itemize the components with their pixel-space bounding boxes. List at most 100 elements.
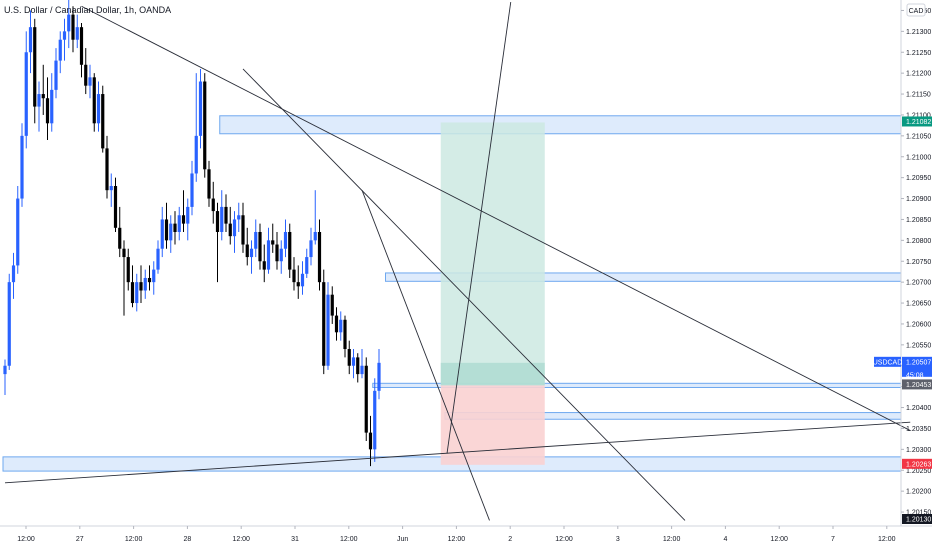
- price-tick-label: 1.20850: [906, 217, 931, 224]
- trendline-long-down[interactable]: [81, 5, 911, 431]
- candle-body: [79, 27, 84, 65]
- candle-body: [20, 135, 24, 199]
- candle-body: [343, 319, 347, 350]
- candle: [181, 190, 186, 232]
- candle: [54, 48, 58, 99]
- position-layer: [440, 122, 545, 465]
- price-axis[interactable]: 1.213501.213001.212501.212001.211501.211…: [901, 8, 931, 517]
- candle: [3, 359, 7, 396]
- candle-body: [118, 227, 122, 249]
- price-tick-label: 1.20250: [906, 468, 931, 475]
- candle-body: [309, 240, 313, 258]
- candle: [7, 273, 11, 370]
- candle: [109, 173, 113, 207]
- candle: [266, 227, 271, 274]
- price-tick-label: 1.21250: [906, 50, 931, 57]
- candle-body: [241, 215, 245, 245]
- candle-body: [266, 240, 271, 270]
- candle: [160, 206, 164, 258]
- candle: [296, 265, 300, 299]
- candle: [20, 123, 24, 207]
- target-zone[interactable]: [440, 122, 545, 386]
- resistance-zone-top[interactable]: [219, 115, 902, 135]
- candle-body: [113, 186, 118, 228]
- candle: [334, 307, 339, 341]
- candle-body: [130, 282, 135, 304]
- price-tick-label: 1.21000: [906, 154, 931, 161]
- price-tick-label: 1.20700: [906, 280, 931, 287]
- price-tick-label: 1.20350: [906, 426, 931, 433]
- time-tick-label: 12:00: [770, 536, 788, 543]
- candles-layer: [3, 0, 381, 467]
- candle: [24, 31, 28, 149]
- candle: [283, 219, 288, 258]
- price-tick-label: 1.20600: [906, 321, 931, 328]
- time-tick-label: 12:00: [555, 536, 573, 543]
- candle: [377, 349, 381, 400]
- candle-body: [143, 277, 147, 291]
- candle-body: [45, 98, 50, 124]
- candle-body: [156, 248, 160, 270]
- candle-body: [7, 282, 11, 366]
- candle: [211, 181, 215, 224]
- candle-body: [169, 223, 173, 241]
- candle-body: [54, 60, 58, 90]
- price-tick-label: 1.20300: [906, 447, 931, 454]
- candle: [96, 81, 101, 132]
- trendline-steep-up[interactable]: [446, 2, 512, 454]
- candle-body: [33, 27, 37, 107]
- candle: [135, 273, 139, 312]
- candle: [75, 14, 79, 49]
- time-axis[interactable]: 12:00 27 12:00 28 12:00 31 12:00 Jun 12:00 2 12:00…: [17, 526, 896, 543]
- candle: [330, 286, 334, 324]
- candle-body: [292, 269, 296, 283]
- candle: [228, 206, 232, 245]
- trendlines-layer: [4, 2, 911, 521]
- candle: [254, 219, 258, 258]
- candle: [313, 190, 317, 245]
- candle-body: [24, 52, 28, 136]
- trendline-mid-down[interactable]: [242, 68, 686, 521]
- candle-body: [211, 198, 215, 212]
- candle-body: [194, 135, 198, 174]
- candle: [147, 265, 152, 291]
- candle: [237, 202, 241, 232]
- candle-body: [50, 89, 54, 124]
- candle-body: [11, 265, 16, 283]
- price-tick-label: 1.20750: [906, 259, 931, 266]
- candle: [275, 231, 279, 270]
- candle-body: [373, 390, 377, 450]
- candle: [279, 240, 283, 274]
- candle-body: [109, 186, 113, 191]
- candle: [360, 349, 364, 379]
- candle: [118, 206, 122, 258]
- trendline-up-support[interactable]: [4, 421, 911, 484]
- candle-body: [271, 240, 275, 245]
- candle-body: [126, 257, 130, 283]
- candle: [326, 282, 330, 370]
- price-tick-label: 1.20200: [906, 489, 931, 496]
- candle-body: [139, 282, 143, 291]
- candle-body: [275, 244, 279, 262]
- price-badge-label: 1.20453: [906, 382, 931, 389]
- candle: [156, 240, 160, 274]
- time-tick-label: Jun: [397, 536, 408, 543]
- candle: [258, 223, 262, 270]
- price-tick-label: 1.20550: [906, 342, 931, 349]
- candle-body: [232, 219, 237, 237]
- candle-body: [67, 14, 71, 32]
- candle: [92, 73, 96, 132]
- time-tick-label: 12:00: [448, 536, 466, 543]
- candle-body: [224, 206, 228, 224]
- candle-body: [135, 282, 139, 304]
- candle-body: [317, 231, 322, 283]
- stop-zone[interactable]: [440, 385, 545, 465]
- candle: [220, 190, 224, 241]
- currency-badge[interactable]: [906, 3, 926, 17]
- candle-body: [16, 198, 20, 266]
- candle: [347, 340, 351, 375]
- trendline-short-down[interactable]: [361, 190, 490, 521]
